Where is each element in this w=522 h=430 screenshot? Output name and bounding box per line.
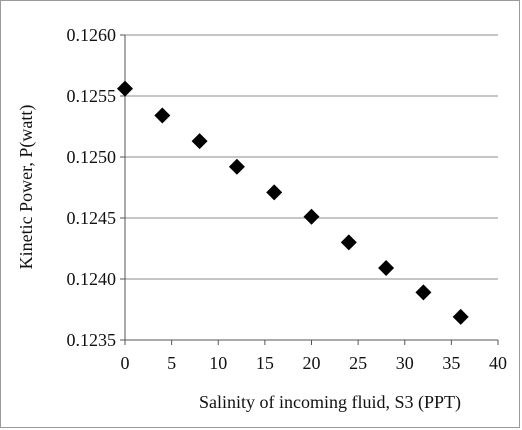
y-tick-label: 0.1255 <box>67 86 117 106</box>
y-tick-label: 0.1245 <box>67 208 117 228</box>
y-axis-title: Kinetic Power, P(watt) <box>16 105 37 270</box>
gridlines <box>125 34 498 280</box>
x-tick-label: 5 <box>167 353 176 373</box>
y-tick-label: 0.1240 <box>67 269 117 289</box>
y-tick-label: 0.1250 <box>67 147 117 167</box>
data-point <box>415 284 432 301</box>
data-point <box>452 308 469 325</box>
data-point <box>191 133 208 150</box>
data-point <box>117 80 133 97</box>
x-tick-label: 25 <box>349 353 367 373</box>
y-tick-label: 0.1260 <box>67 25 117 45</box>
data-point <box>378 260 395 277</box>
data-points <box>117 80 469 325</box>
x-tick-label: 30 <box>396 353 414 373</box>
data-point <box>340 234 357 251</box>
x-tick-label: 35 <box>442 353 460 373</box>
data-point <box>228 158 245 175</box>
x-tick-labels: 0 5 10 15 20 25 30 35 40 <box>121 340 507 373</box>
x-axis-title: Salinity of incoming fluid, S3 (PPT) <box>199 392 461 413</box>
data-point <box>303 208 320 225</box>
y-tick-labels: 0.1235 0.1240 0.1245 0.1250 0.1255 0.1260 <box>67 25 125 350</box>
x-tick-label: 40 <box>489 353 507 373</box>
data-point <box>266 184 283 201</box>
x-tick-label: 20 <box>303 353 321 373</box>
y-tick-label: 0.1235 <box>67 330 117 350</box>
x-tick-label: 15 <box>256 353 274 373</box>
x-tick-label: 10 <box>209 353 227 373</box>
axes <box>124 35 498 341</box>
data-point <box>154 107 171 124</box>
x-tick-label: 0 <box>121 353 130 373</box>
